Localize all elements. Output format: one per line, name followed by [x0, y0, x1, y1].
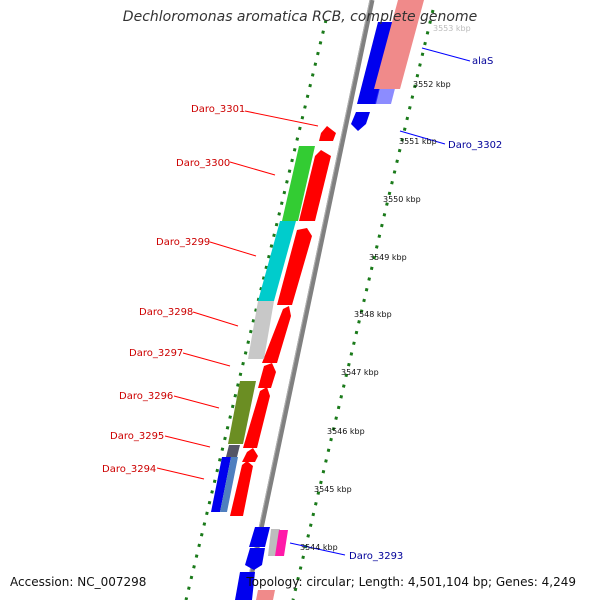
- gene-3299-cog-cyan: [258, 221, 296, 301]
- gene-3298-cog-gray: [248, 301, 274, 359]
- leader-daro-3294: [156, 467, 205, 480]
- gene-label-daro-3297[interactable]: Daro_3297: [129, 348, 183, 359]
- gene-label-daro-3294[interactable]: Daro_3294: [102, 464, 156, 475]
- gene-3297-red[interactable]: [258, 363, 276, 388]
- gene-3293-blue-1[interactable]: [249, 527, 270, 547]
- gene-label-daro-3298[interactable]: Daro_3298: [139, 307, 193, 318]
- leader-daro-3302: [399, 130, 446, 145]
- genome-backbone: [243, 0, 375, 600]
- right-tick-track: [291, 9, 435, 600]
- gene-3296-red[interactable]: [243, 387, 270, 448]
- gene-label-daro-3301[interactable]: Daro_3301: [191, 104, 245, 115]
- gene-3300-cog-green: [282, 146, 315, 221]
- scale-label-3548: 3548 kbp: [354, 310, 392, 319]
- gene-3296-cog-olive: [228, 381, 256, 444]
- gene-label-daro-3293[interactable]: Daro_3293: [349, 551, 403, 562]
- gene-label-daro-3302[interactable]: Daro_3302: [448, 140, 502, 151]
- topology-text: Topology: circular; Length: 4,501,104 bp…: [246, 575, 576, 589]
- gene-label-daro-3299[interactable]: Daro_3299: [156, 237, 210, 248]
- gene-3302-pink[interactable]: [374, 0, 424, 89]
- gene-3295-red[interactable]: [242, 448, 258, 462]
- gene-3295-cog-slate: [226, 445, 240, 457]
- scale-label-3551: 3551 kbp: [399, 137, 437, 146]
- gene-alaS-arrowhead[interactable]: [351, 112, 370, 131]
- leader-daro-3300: [229, 161, 276, 176]
- gene-label-alaS[interactable]: alaS: [472, 56, 493, 67]
- scale-label-3553: 3553 kbp: [433, 24, 471, 33]
- gene-3300-red[interactable]: [299, 150, 331, 221]
- scale-label-3546: 3546 kbp: [327, 427, 365, 436]
- gene-3293-blue-3[interactable]: [235, 572, 255, 600]
- leader-daro-3297: [182, 352, 231, 367]
- scale-label-3550: 3550 kbp: [383, 195, 421, 204]
- leader-daro-3295: [164, 435, 211, 448]
- left-tick-track: [184, 19, 328, 600]
- scale-label-3547: 3547 kbp: [341, 368, 379, 377]
- gene-bottom-pink: [256, 590, 275, 600]
- gene-3294-cog-steel: [220, 457, 238, 512]
- scale-label-3549: 3549 kbp: [369, 253, 407, 262]
- gene-3294-cog-blue: [211, 457, 231, 512]
- leader-daro-3299: [209, 241, 257, 257]
- leader-daro-3298: [192, 311, 239, 327]
- scale-label-3552: 3552 kbp: [413, 80, 451, 89]
- gene-3293-magenta[interactable]: [275, 530, 288, 556]
- gene-3298-red[interactable]: [262, 306, 291, 363]
- gene-3294-red[interactable]: [230, 461, 253, 516]
- scale-label-3544: 3544 kbp: [300, 543, 338, 552]
- gene-alaS-reverse[interactable]: [357, 22, 396, 104]
- accession-text: Accession: NC_007298: [10, 575, 147, 589]
- gene-label-daro-3295[interactable]: Daro_3295: [110, 431, 164, 442]
- gene-label-daro-3296[interactable]: Daro_3296: [119, 391, 173, 402]
- leader-daro-3301: [244, 110, 319, 127]
- gene-label-daro-3300[interactable]: Daro_3300: [176, 158, 230, 169]
- scale-label-3545: 3545 kbp: [314, 485, 352, 494]
- genome-backbone-highlight: [243, 0, 371, 600]
- gene-3299-red[interactable]: [277, 228, 312, 305]
- leader-alaS: [421, 47, 471, 62]
- gene-3301-arrow[interactable]: [319, 126, 336, 141]
- gene-3293-blue-2[interactable]: [245, 548, 265, 570]
- map-title: Dechloromonas aromatica RCB, complete ge…: [122, 9, 478, 25]
- leader-daro-3293: [289, 542, 346, 556]
- leader-daro-3296: [173, 395, 220, 409]
